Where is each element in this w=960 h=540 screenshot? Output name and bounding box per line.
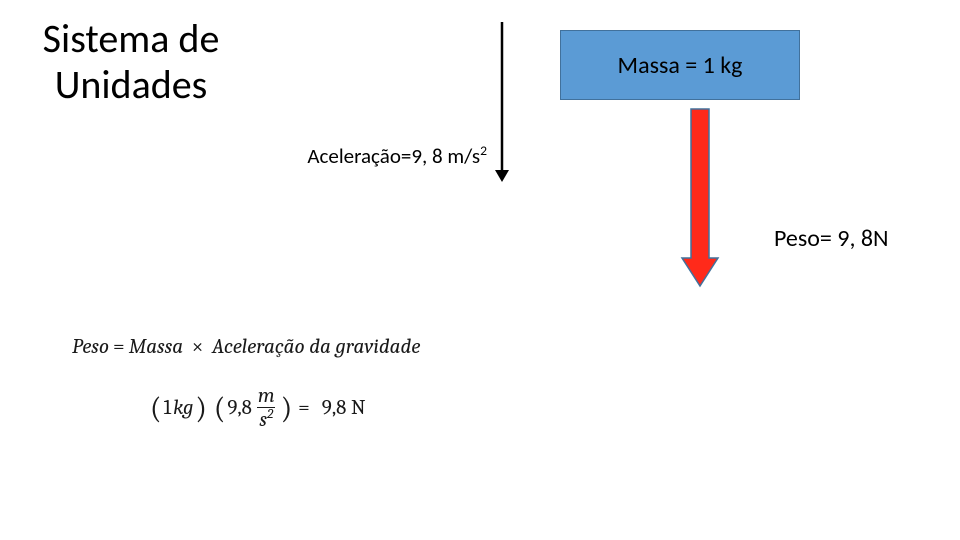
rparen-2: ): [281, 395, 292, 422]
value-1: 1: [163, 396, 171, 420]
formula-eq1: =: [109, 335, 129, 359]
unit-kg: kg: [173, 396, 193, 420]
acceleration-label: Aceleração=9, 8 m/s2: [277, 142, 487, 169]
formula-block: Peso=Massa × Aceleração da gravidade ( 1…: [72, 335, 632, 431]
formula-times: ×: [188, 335, 208, 359]
lparen-1: (: [150, 395, 161, 422]
frac-den: s2: [257, 407, 275, 431]
acceleration-arrow-icon: [493, 22, 511, 182]
mass-label: Massa = 1 kg: [618, 51, 743, 80]
title-line2: Unidades: [55, 60, 208, 109]
value-2: 9,8: [227, 396, 252, 420]
frac-num: m: [256, 385, 277, 407]
lparen-2: (: [214, 395, 225, 422]
weight-label: Peso= 9, 8N: [774, 224, 889, 253]
acceleration-exp: 2: [480, 142, 487, 159]
formula-peso: Peso: [72, 335, 109, 359]
formula-massa: Massa: [129, 335, 183, 359]
weight-text: Peso= 9, 8N: [774, 224, 889, 253]
formula-definition: Peso=Massa × Aceleração da gravidade: [72, 335, 632, 359]
acceleration-text: Aceleração=9, 8 m/s: [307, 143, 480, 169]
formula-result: 9,8 N: [316, 396, 366, 420]
formula-calculation: ( 1 kg ) ( 9,8 m s2 ) = 9,8 N: [72, 385, 632, 431]
rparen-1: ): [195, 395, 206, 422]
formula-accel: Aceleração da gravidade: [212, 335, 420, 359]
title-line1: Sistema de: [43, 14, 220, 63]
slide-title: Sistema de Unidades: [26, 16, 236, 108]
formula-eq2: =: [294, 396, 314, 420]
weight-arrow-icon: [680, 108, 720, 288]
mass-box: Massa = 1 kg: [560, 30, 800, 100]
fraction-ms2: m s2: [256, 385, 277, 431]
